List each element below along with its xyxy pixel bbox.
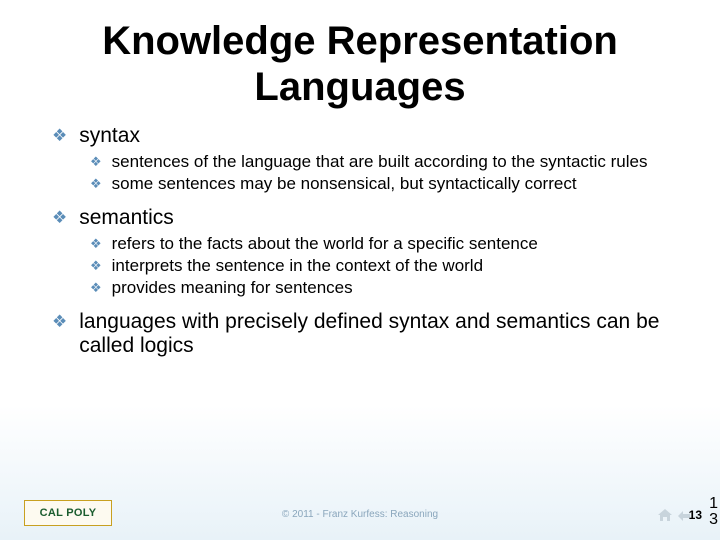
- sub-bullet-text: sentences of the language that are built…: [112, 152, 648, 172]
- sub-bullet-text: some sentences may be nonsensical, but s…: [112, 174, 577, 194]
- diamond-bullet-icon: ❖: [90, 278, 102, 298]
- sub-bullet: ❖ sentences of the language that are bui…: [90, 152, 690, 172]
- bullet-semantics: ❖ semantics: [52, 206, 690, 230]
- diamond-bullet-icon: ❖: [90, 174, 102, 194]
- sub-bullet: ❖ some sentences may be nonsensical, but…: [90, 174, 690, 194]
- sub-bullet: ❖ provides meaning for sentences: [90, 278, 690, 298]
- slide-title: Knowledge Representation Languages: [30, 18, 690, 110]
- sub-bullet: ❖ refers to the facts about the world fo…: [90, 234, 690, 254]
- page-number: 13: [689, 508, 702, 522]
- home-icon[interactable]: [658, 508, 672, 524]
- copyright-text: © 2011 - Franz Kurfess: Reasoning: [0, 509, 720, 520]
- sub-bullet-text: refers to the facts about the world for …: [112, 234, 538, 254]
- slide-container: Knowledge Representation Languages ❖ syn…: [0, 0, 720, 540]
- diamond-bullet-icon: ❖: [52, 310, 67, 334]
- bullet-logics: ❖ languages with precisely defined synta…: [52, 310, 690, 358]
- slide-footer: CAL POLY © 2011 - Franz Kurfess: Reasoni…: [0, 488, 720, 528]
- page-frag-top: 1: [709, 496, 718, 512]
- bullet-text: semantics: [79, 206, 174, 230]
- sub-bullet-text: interprets the sentence in the context o…: [112, 256, 483, 276]
- page-number-fragment: 1 3: [709, 496, 718, 528]
- bullet-text: languages with precisely defined syntax …: [79, 310, 690, 358]
- bullet-syntax: ❖ syntax: [52, 124, 690, 148]
- diamond-bullet-icon: ❖: [90, 234, 102, 254]
- slide-content: ❖ syntax ❖ sentences of the language tha…: [30, 124, 690, 358]
- nav-icon-group: [658, 508, 690, 524]
- bullet-text: syntax: [79, 124, 140, 148]
- sub-group-semantics: ❖ refers to the facts about the world fo…: [52, 234, 690, 298]
- page-frag-bottom: 3: [709, 512, 718, 528]
- diamond-bullet-icon: ❖: [52, 206, 67, 230]
- diamond-bullet-icon: ❖: [90, 152, 102, 172]
- diamond-bullet-icon: ❖: [52, 124, 67, 148]
- sub-bullet-text: provides meaning for sentences: [112, 278, 353, 298]
- diamond-bullet-icon: ❖: [90, 256, 102, 276]
- sub-group-syntax: ❖ sentences of the language that are bui…: [52, 152, 690, 194]
- sub-bullet: ❖ interprets the sentence in the context…: [90, 256, 690, 276]
